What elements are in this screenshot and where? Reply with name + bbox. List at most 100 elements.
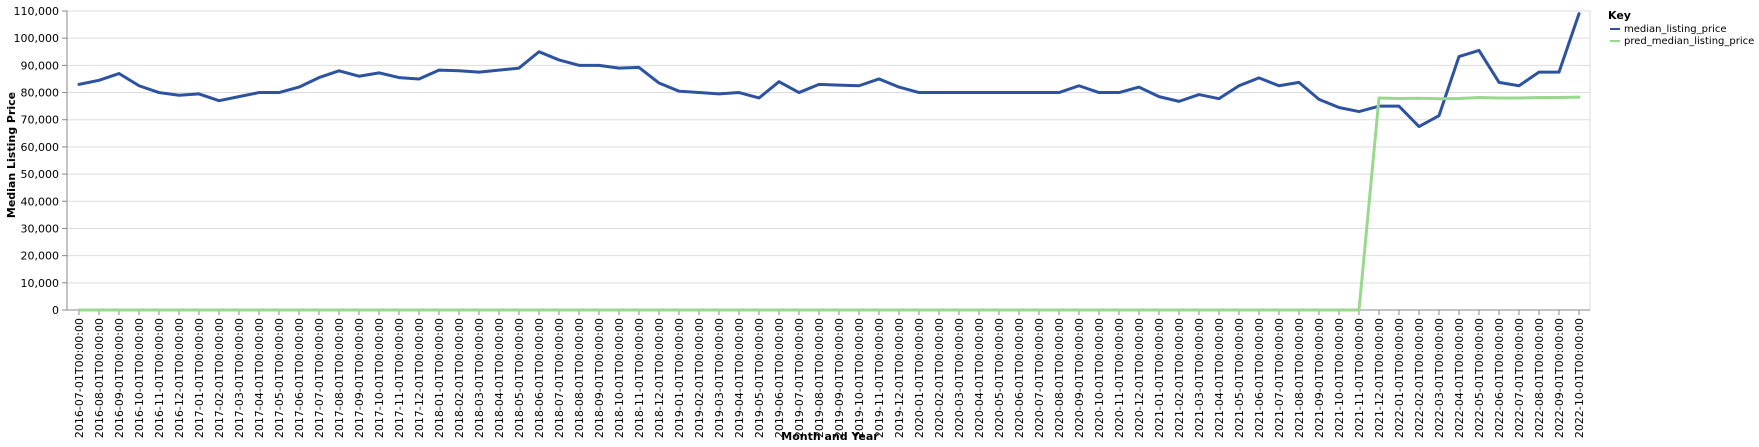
x-tick-label: 2021-08-01T00:00:00	[1293, 318, 1306, 438]
legend-title: Key	[1608, 9, 1631, 22]
x-tick-label: 2018-11-01T00:00:00	[633, 318, 646, 438]
x-tick-label: 2020-12-01T00:00:00	[1133, 318, 1146, 438]
x-tick-label: 2018-05-01T00:00:00	[513, 318, 526, 438]
x-tick-label: 2020-06-01T00:00:00	[1013, 318, 1026, 438]
x-tick-label: 2020-02-01T00:00:00	[933, 318, 946, 438]
y-tick-label: 100,000	[14, 32, 60, 45]
x-tick-label: 2020-03-01T00:00:00	[953, 318, 966, 438]
x-tick-label: 2016-09-01T00:00:00	[113, 318, 126, 438]
x-tick-label: 2017-02-01T00:00:00	[213, 318, 226, 438]
y-tick-label: 10,000	[21, 277, 60, 290]
x-tick-label: 2022-06-01T00:00:00	[1493, 318, 1506, 438]
x-tick-label: 2018-07-01T00:00:00	[553, 318, 566, 438]
x-tick-label: 2020-01-01T00:00:00	[913, 318, 926, 438]
x-tick-label: 2019-08-01T00:00:00	[813, 318, 826, 438]
series-line-pred-median-listing-price	[77, 95, 1581, 312]
y-tick-label: 70,000	[21, 114, 60, 127]
y-tick-label: 50,000	[21, 168, 60, 181]
x-tick-label: 2022-02-01T00:00:00	[1413, 318, 1426, 438]
x-tick-label: 2021-02-01T00:00:00	[1173, 318, 1186, 438]
x-tick-label: 2021-12-01T00:00:00	[1373, 318, 1386, 438]
x-tick-label: 2018-01-01T00:00:00	[433, 318, 446, 438]
y-tick-label: 40,000	[21, 195, 60, 208]
x-tick-label: 2022-08-01T00:00:00	[1533, 318, 1546, 438]
x-tick-label: 2020-05-01T00:00:00	[993, 318, 1006, 438]
x-tick-label: 2022-05-01T00:00:00	[1473, 318, 1486, 438]
x-tick-label: 2016-11-01T00:00:00	[153, 318, 166, 438]
x-tick-label: 2017-03-01T00:00:00	[233, 318, 246, 438]
x-tick-label: 2019-02-01T00:00:00	[693, 318, 706, 438]
x-tick-label: 2019-04-01T00:00:00	[733, 318, 746, 438]
gridlines	[67, 10, 1590, 311]
x-tick-label: 2021-10-01T00:00:00	[1333, 318, 1346, 438]
x-tick-label: 2018-10-01T00:00:00	[613, 318, 626, 438]
x-tick-label: 2021-11-01T00:00:00	[1353, 318, 1366, 438]
x-tick-label: 2016-10-01T00:00:00	[133, 318, 146, 438]
x-tick-label: 2019-01-01T00:00:00	[673, 318, 686, 438]
legend-label-pred-median-listing-price: pred_median_listing_price	[1624, 36, 1754, 47]
y-tick-label: 90,000	[21, 59, 60, 72]
x-tick-label: 2019-07-01T00:00:00	[793, 318, 806, 438]
x-tick-label: 2021-03-01T00:00:00	[1193, 318, 1206, 438]
x-tick-label: 2017-11-01T00:00:00	[393, 318, 406, 438]
x-tick-label: 2018-03-01T00:00:00	[473, 318, 486, 438]
y-tick-label: 60,000	[21, 141, 60, 154]
x-axis-title: Month and Year	[781, 430, 879, 443]
x-tick-label: 2016-12-01T00:00:00	[173, 318, 186, 438]
y-tick-label: 80,000	[21, 87, 60, 100]
x-tick-label: 2017-05-01T00:00:00	[273, 318, 286, 438]
x-tick-label: 2017-06-01T00:00:00	[293, 318, 306, 438]
x-tick-label: 2021-01-01T00:00:00	[1153, 318, 1166, 438]
legend-label-median-listing-price: median_listing_price	[1624, 24, 1727, 35]
x-tick-label: 2020-10-01T00:00:00	[1093, 318, 1106, 438]
y-tick-label: 110,000	[14, 5, 60, 18]
x-tick-label: 2022-04-01T00:00:00	[1453, 318, 1466, 438]
x-tick-label: 2017-01-01T00:00:00	[193, 318, 206, 438]
x-tick-label: 2019-09-01T00:00:00	[833, 318, 846, 438]
x-tick-label: 2022-07-01T00:00:00	[1513, 318, 1526, 438]
x-tick-label: 2021-07-01T00:00:00	[1273, 318, 1286, 438]
x-tick-label: 2019-05-01T00:00:00	[753, 318, 766, 438]
x-tick-label: 2017-09-01T00:00:00	[353, 318, 366, 438]
x-tick-label: 2017-12-01T00:00:00	[413, 318, 426, 438]
x-tick-label: 2021-04-01T00:00:00	[1213, 318, 1226, 438]
x-tick-label: 2021-09-01T00:00:00	[1313, 318, 1326, 438]
x-tick-label: 2018-02-01T00:00:00	[453, 318, 466, 438]
x-tick-label: 2017-08-01T00:00:00	[333, 318, 346, 438]
x-tick-label: 2017-10-01T00:00:00	[373, 318, 386, 438]
x-tick-label: 2018-04-01T00:00:00	[493, 318, 506, 438]
x-tick-label: 2019-12-01T00:00:00	[893, 318, 906, 438]
y-tick-label: 0	[52, 304, 59, 317]
x-tick-label: 2022-01-01T00:00:00	[1393, 318, 1406, 438]
x-tick-label: 2022-03-01T00:00:00	[1433, 318, 1446, 438]
x-tick-label: 2022-10-01T00:00:00	[1573, 318, 1586, 438]
plot-frame	[66, 10, 1591, 311]
x-tick-label: 2021-05-01T00:00:00	[1233, 318, 1246, 438]
x-tick-label: 2022-09-01T00:00:00	[1553, 318, 1566, 438]
x-axis: 2016-07-01T00:00:00 2016-08-01T00:00:00 20…	[73, 310, 1586, 438]
x-tick-label: 2019-03-01T00:00:00	[713, 318, 726, 438]
x-tick-label: 2018-08-01T00:00:00	[573, 318, 586, 438]
x-tick-label: 2018-09-01T00:00:00	[593, 318, 606, 438]
y-tick-label: 30,000	[21, 222, 60, 235]
y-axis-title: Median Listing Price	[5, 92, 18, 218]
x-tick-label: 2018-12-01T00:00:00	[653, 318, 666, 438]
x-tick-label: 2017-07-01T00:00:00	[313, 318, 326, 438]
series-line-median-listing-price	[77, 12, 1581, 129]
x-tick-label: 2016-08-01T00:00:00	[93, 318, 106, 438]
x-tick-label: 2020-09-01T00:00:00	[1073, 318, 1086, 438]
x-tick-label: 2017-04-01T00:00:00	[253, 318, 266, 438]
y-tick-label: 20,000	[21, 250, 60, 263]
legend: Key median_listing_pricepred_median_list…	[1608, 9, 1754, 47]
x-tick-label: 2020-04-01T00:00:00	[973, 318, 986, 438]
x-tick-label: 2021-06-01T00:00:00	[1253, 318, 1266, 438]
y-axis: 0 10,000 20,000 30,000 40,000 50,000 60,000 70,…	[14, 5, 67, 317]
x-tick-label: 2020-11-01T00:00:00	[1113, 318, 1126, 438]
plot-border	[66, 10, 1591, 311]
x-tick-label: 2019-10-01T00:00:00	[853, 318, 866, 438]
series-lines	[77, 12, 1581, 312]
x-tick-label: 2020-07-01T00:00:00	[1033, 318, 1046, 438]
x-tick-label: 2019-06-01T00:00:00	[773, 318, 786, 438]
x-tick-label: 2020-08-01T00:00:00	[1053, 318, 1066, 438]
